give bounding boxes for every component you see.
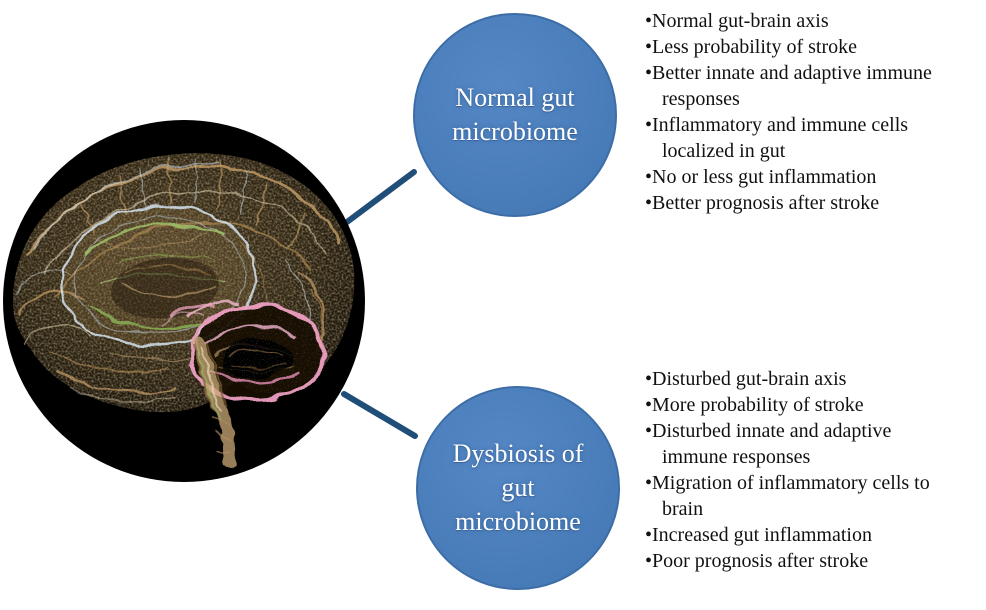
list-item: •Less probability of stroke bbox=[645, 34, 983, 60]
list-item-text: No or less gut inflammation bbox=[652, 166, 877, 188]
bullet-icon: • bbox=[645, 62, 653, 84]
list-item-text: More probability of stroke bbox=[652, 394, 864, 416]
node-dysbiosis-gut-microbiome: Dysbiosis of gut microbiome bbox=[416, 386, 620, 590]
node-normal-label: Normal gut microbiome bbox=[452, 83, 578, 146]
list-item-text: Normal gut-brain axis bbox=[652, 10, 829, 32]
bullet-icon: • bbox=[645, 192, 653, 214]
list-item: •More probability of stroke bbox=[645, 392, 983, 418]
bullet-icon: • bbox=[645, 114, 653, 136]
bullet-icon: • bbox=[645, 10, 653, 32]
bullet-icon: • bbox=[645, 166, 653, 188]
bullet-icon: • bbox=[645, 394, 653, 416]
list-item-text: Better prognosis after stroke bbox=[652, 192, 880, 214]
brain-figure bbox=[0, 103, 380, 498]
list-dysbiosis-outcomes: •Disturbed gut-brain axis •More probabil… bbox=[645, 366, 983, 574]
bullet-icon: • bbox=[645, 36, 653, 58]
list-item: •Disturbed gut-brain axis bbox=[645, 366, 983, 392]
list-item: •Better innate and adaptive immune respo… bbox=[645, 60, 983, 112]
list-item: •Increased gut inflammation bbox=[645, 522, 983, 548]
list-item-text: Disturbed gut-brain axis bbox=[652, 368, 847, 390]
bullet-icon: • bbox=[645, 368, 653, 390]
node-dysbiosis-label: Dysbiosis of gut microbiome bbox=[452, 439, 584, 536]
list-item: •Disturbed innate and adaptive immune re… bbox=[645, 418, 983, 470]
list-item: •Inflammatory and immune cells localized… bbox=[645, 112, 983, 164]
list-item-text: Poor prognosis after stroke bbox=[652, 550, 869, 572]
list-item-text: Increased gut inflammation bbox=[652, 524, 872, 546]
node-normal-gut-microbiome: Normal gut microbiome bbox=[413, 13, 617, 217]
list-item: •No or less gut inflammation bbox=[645, 164, 983, 190]
list-item: •Normal gut-brain axis bbox=[645, 8, 983, 34]
list-item-text: Migration of inflammatory cells to brain bbox=[652, 472, 930, 520]
bullet-icon: • bbox=[645, 550, 653, 572]
list-item: •Migration of inflammatory cells to brai… bbox=[645, 470, 983, 522]
list-item-text: Better innate and adaptive immune respon… bbox=[652, 62, 932, 110]
bullet-icon: • bbox=[645, 420, 653, 442]
list-normal-outcomes: •Normal gut-brain axis •Less probability… bbox=[645, 8, 983, 216]
bullet-icon: • bbox=[645, 524, 653, 546]
list-item-text: Less probability of stroke bbox=[652, 36, 857, 58]
list-item: •Poor prognosis after stroke bbox=[645, 548, 983, 574]
bullet-icon: • bbox=[645, 472, 653, 494]
list-item: •Better prognosis after stroke bbox=[645, 190, 983, 216]
list-item-text: Disturbed innate and adaptive immune res… bbox=[652, 420, 892, 468]
list-item-text: Inflammatory and immune cells localized … bbox=[652, 114, 909, 162]
brain-tractography-image bbox=[3, 120, 365, 482]
